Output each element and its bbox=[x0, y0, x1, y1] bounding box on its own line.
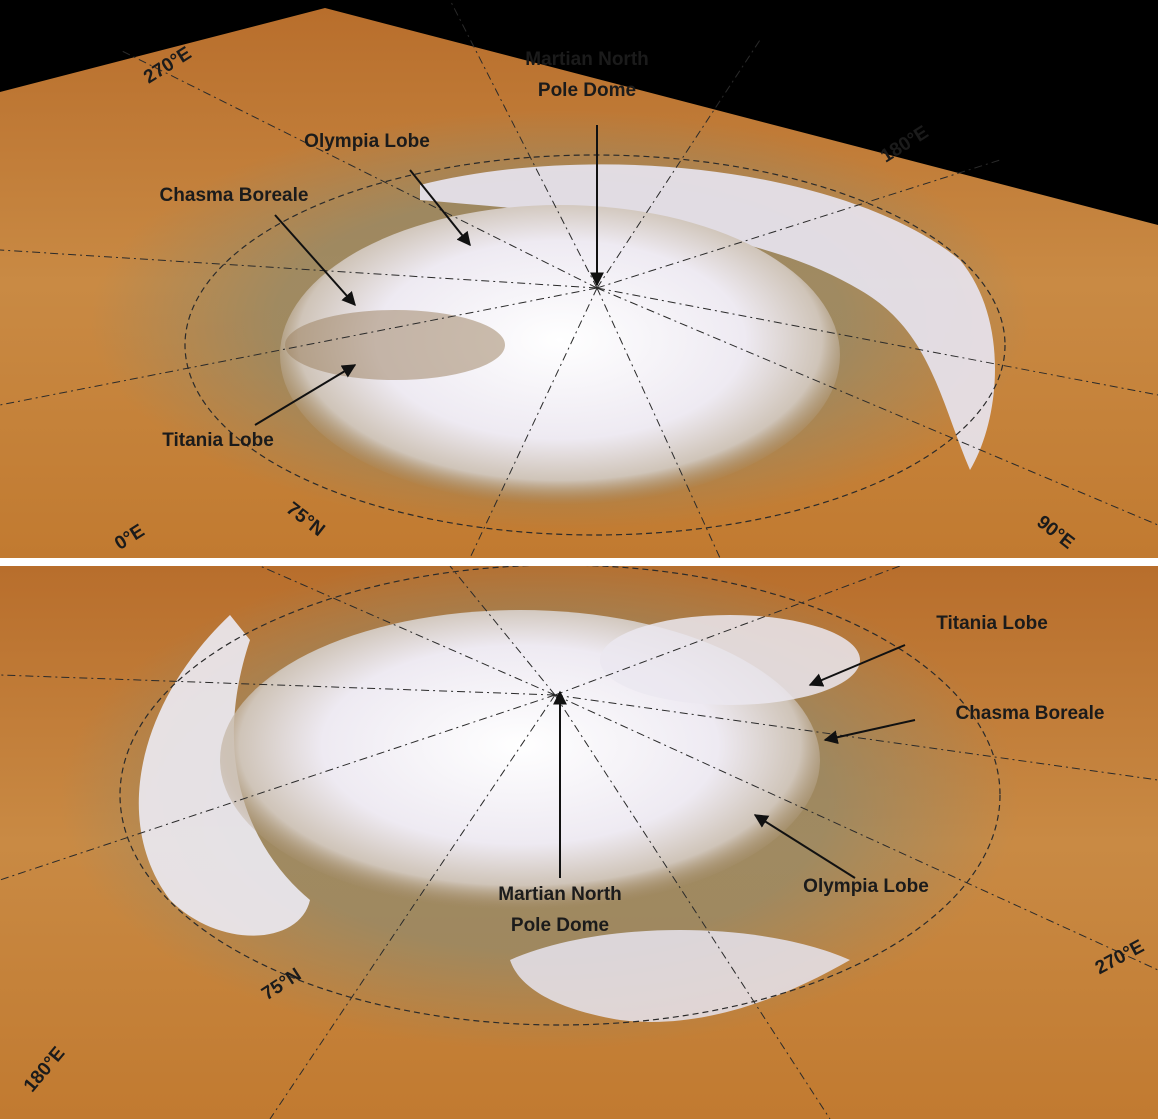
top-panel bbox=[0, 0, 1158, 558]
arrows bbox=[254, 125, 604, 426]
feature-label: Titania Lobe bbox=[936, 613, 1048, 634]
label-line: Titania Lobe bbox=[936, 613, 1048, 634]
feature-label: Chasma Boreale bbox=[956, 703, 1105, 724]
label-line: Chasma Boreale bbox=[160, 185, 309, 206]
feature-label: Titania Lobe bbox=[162, 430, 274, 451]
feature-label: Olympia Lobe bbox=[304, 131, 430, 152]
feature-label: Chasma Boreale bbox=[160, 185, 309, 206]
label-line: Olympia Lobe bbox=[304, 131, 430, 152]
label-line: Chasma Boreale bbox=[956, 703, 1105, 724]
feature-label: Olympia Lobe bbox=[803, 876, 929, 897]
label-line: Martian North bbox=[525, 49, 649, 70]
arrows bbox=[553, 644, 916, 879]
label-line: Pole Dome bbox=[538, 80, 636, 101]
feature-label: Martian North Pole Dome bbox=[525, 49, 649, 101]
label-line: Martian North bbox=[498, 884, 622, 905]
feature-label: Martian North Pole Dome bbox=[498, 884, 622, 936]
bottom-panel bbox=[0, 566, 1158, 1119]
label-line: Titania Lobe bbox=[162, 430, 274, 451]
label-line: Pole Dome bbox=[511, 915, 609, 936]
label-line: Olympia Lobe bbox=[803, 876, 929, 897]
